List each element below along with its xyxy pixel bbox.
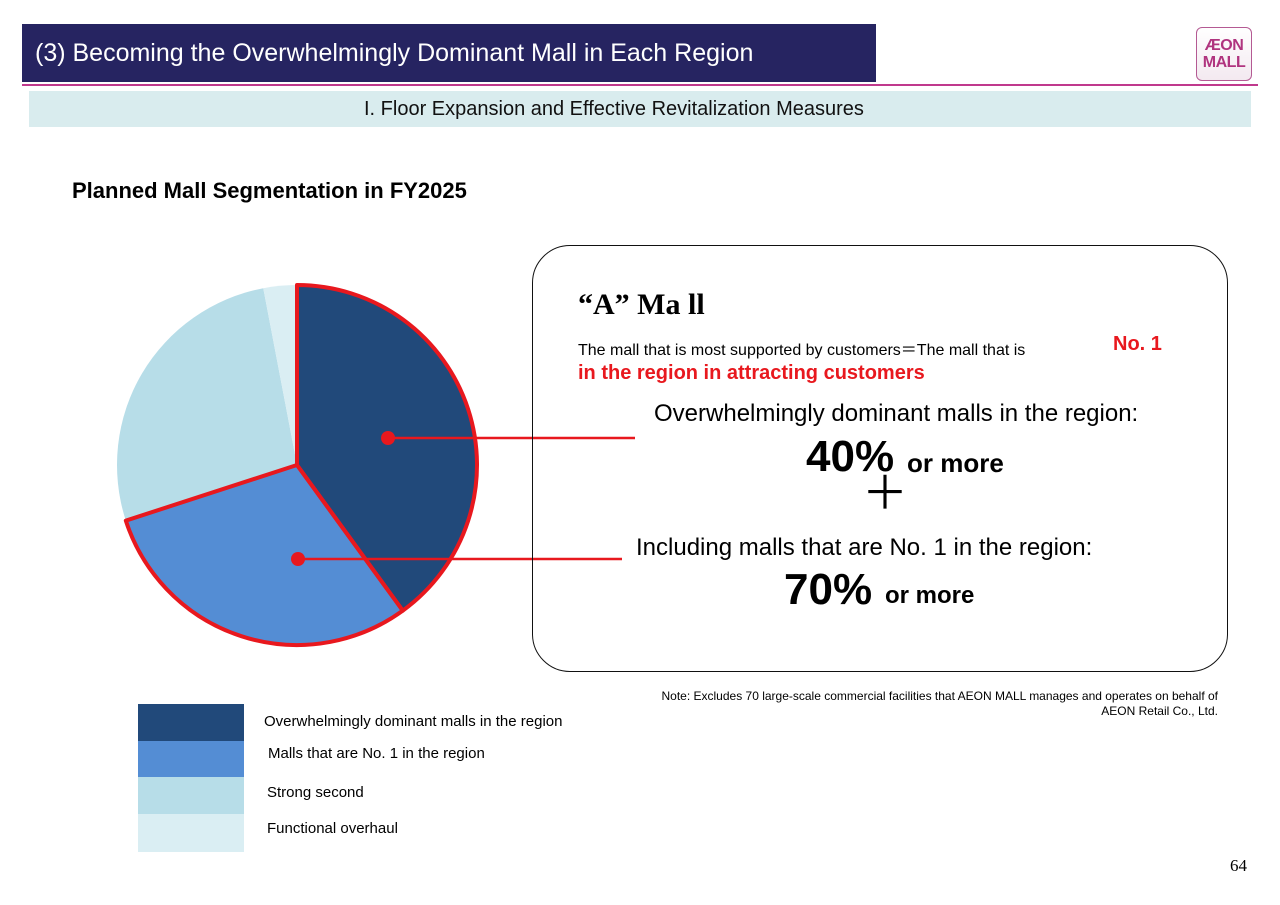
plus-sign: ＋ — [862, 467, 908, 519]
pie-slice-strong-second — [117, 288, 298, 521]
a-mall-description-continued: in the region in attracting customers — [578, 362, 925, 384]
leader-dominant-dot — [381, 431, 395, 445]
pie-slice-dominant — [297, 285, 477, 611]
legend-swatch-dominant — [138, 704, 244, 741]
header-divider — [22, 84, 1258, 86]
pie-slice-no1 — [125, 465, 403, 645]
legend-label-functional-overhaul: Functional overhaul — [267, 820, 398, 837]
subtitle-band: I. Floor Expansion and Effective Revital… — [29, 91, 1251, 127]
no1-malls-suffix: or more — [885, 582, 975, 609]
logo-top-text: ÆON — [1204, 37, 1244, 54]
logo-bottom-text: MALL — [1202, 54, 1246, 71]
aeon-mall-logo: ÆON MALL — [1196, 27, 1252, 81]
footnote: Note: Excludes 70 large-scale commercial… — [661, 689, 1218, 718]
pie-highlight-outlines — [123, 283, 479, 647]
a-mall-title: “A” Ma ll — [578, 288, 705, 321]
a-mall-description-highlight: No. 1 — [1113, 333, 1162, 355]
dominant-malls-value: 40% — [806, 432, 895, 481]
legend-label-no1: Malls that are No. 1 in the region — [268, 745, 485, 762]
dominant-malls-label: Overwhelmingly dominant malls in the reg… — [654, 400, 1139, 427]
title-bar: (3) Becoming the Overwhelmingly Dominant… — [22, 24, 876, 82]
a-mall-description: The mall that is most supported by custo… — [578, 342, 1026, 359]
pie-outline-no1 — [123, 463, 405, 647]
legend-swatch-strong-second — [138, 777, 244, 814]
legend-label-dominant: Overwhelmingly dominant malls in the reg… — [264, 713, 563, 730]
leader-lines — [291, 431, 635, 566]
legend-label-strong-second: Strong second — [267, 784, 364, 801]
pie-outline-dominant — [295, 283, 479, 613]
section-heading: Planned Mall Segmentation in FY2025 — [72, 178, 467, 203]
page-title: (3) Becoming the Overwhelmingly Dominant… — [35, 39, 754, 67]
subtitle: I. Floor Expansion and Effective Revital… — [364, 98, 864, 120]
no1-malls-value: 70% — [784, 565, 873, 614]
legend-swatch-no1 — [138, 741, 244, 777]
a-mall-info-box — [532, 245, 1228, 672]
pie-slices — [117, 285, 477, 645]
legend-swatch-functional-overhaul — [138, 814, 244, 852]
leader-no1-dot — [291, 552, 305, 566]
dominant-malls-suffix: or more — [907, 448, 1004, 478]
page-number: 64 — [1230, 856, 1247, 875]
no1-malls-label: Including malls that are No. 1 in the re… — [636, 534, 1093, 561]
pie-slice-functional-overhaul — [263, 285, 297, 465]
